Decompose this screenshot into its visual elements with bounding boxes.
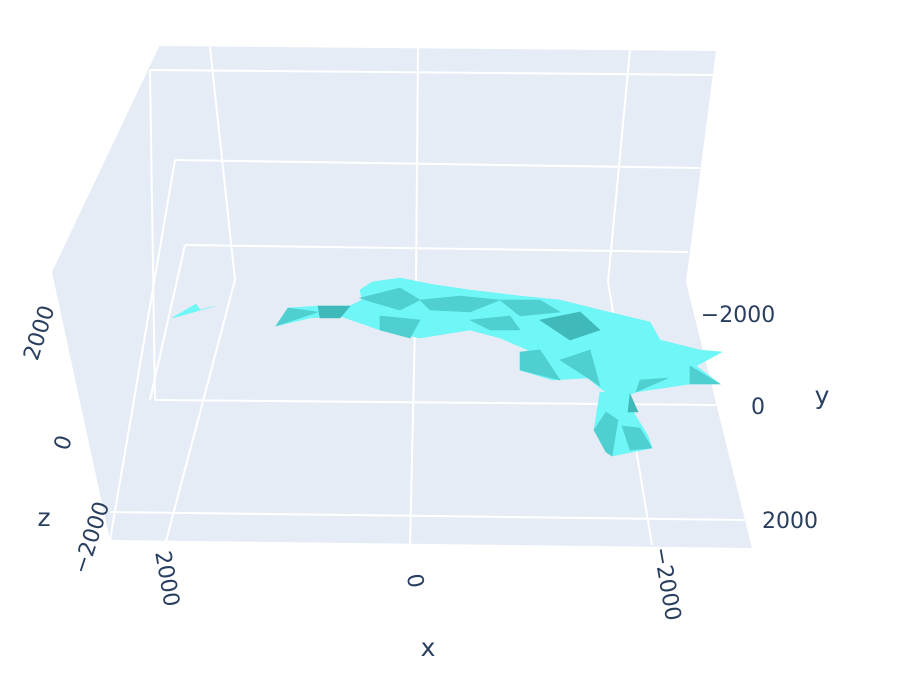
surface-facet — [275, 307, 319, 327]
surface-facet — [468, 315, 521, 331]
surface-facet — [539, 311, 601, 341]
surface-facet — [317, 305, 351, 319]
surface-trace[interactable] — [171, 277, 724, 457]
y-tick-label: −2000 — [701, 303, 775, 328]
surface-facet — [379, 315, 421, 339]
y-tick-label: 0 — [751, 395, 765, 420]
surface-facet — [519, 349, 561, 381]
surface-facet — [171, 303, 216, 319]
surface-facet — [635, 377, 669, 393]
x-axis-title: x — [421, 633, 436, 662]
z-axis-title: z — [37, 503, 50, 532]
surface-facet — [275, 277, 724, 401]
surface-facet — [689, 365, 722, 385]
y-tick-label: 2000 — [762, 509, 818, 534]
surface-facet — [559, 349, 601, 387]
x-tick-label: −2000 — [648, 545, 686, 623]
surface-facet — [627, 392, 639, 413]
z-tick-label: 2000 — [19, 302, 60, 363]
surface-facet — [499, 299, 561, 317]
surface-facet — [621, 425, 653, 451]
surface-facet — [593, 411, 619, 457]
x-tick-label: 0 — [401, 572, 428, 590]
z-tick-label: 0 — [50, 432, 78, 453]
x-tick-label: 2000 — [149, 549, 183, 608]
y-axis-title: y — [815, 381, 830, 410]
surface-facet — [358, 287, 421, 311]
surface-facet — [419, 295, 501, 313]
z-tick-label: −2000 — [68, 499, 115, 578]
